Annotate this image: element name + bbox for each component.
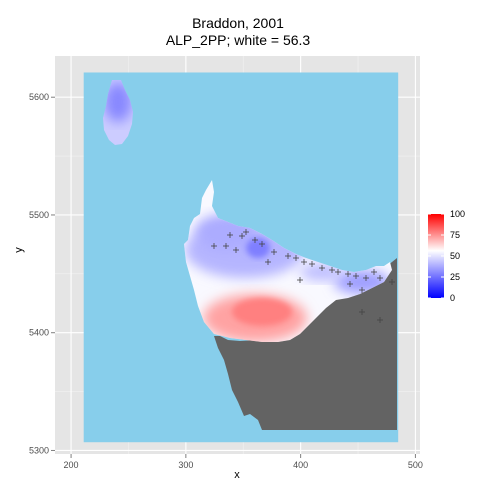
y-tick-label: 5600 xyxy=(29,92,49,102)
map-layer xyxy=(83,72,399,443)
legend-tick-label: 50 xyxy=(450,251,460,261)
polling-marker xyxy=(233,247,239,253)
chart-title: Braddon, 2001 xyxy=(192,15,284,31)
x-tick-label: 500 xyxy=(408,460,423,470)
coast-blue-mid xyxy=(300,263,344,281)
polling-marker xyxy=(223,243,229,249)
polling-marker xyxy=(363,275,369,281)
legend-tick-label: 75 xyxy=(450,230,460,240)
legend: 100 75 50 25 0 xyxy=(428,209,465,303)
x-tick-label: 400 xyxy=(293,460,308,470)
polling-marker xyxy=(371,269,377,275)
land-area xyxy=(214,258,397,430)
y-tick-label: 5400 xyxy=(29,328,49,338)
polling-marker xyxy=(345,271,351,277)
coast-blue-spot xyxy=(246,238,270,258)
x-tick-label: 300 xyxy=(178,460,193,470)
polling-marker xyxy=(347,281,353,287)
y-axis-ticks: 5300 5400 5500 5600 xyxy=(29,92,55,455)
polling-marker xyxy=(252,237,258,243)
legend-colorbar xyxy=(428,214,444,298)
y-axis-label: y xyxy=(13,247,25,253)
polling-marker xyxy=(353,273,359,279)
polling-marker xyxy=(359,309,365,315)
polling-marker xyxy=(285,253,291,259)
legend-tick-label: 0 xyxy=(450,293,455,303)
x-tick-label: 200 xyxy=(64,460,79,470)
polling-marker xyxy=(377,317,383,323)
polling-marker xyxy=(377,275,383,281)
polling-marker xyxy=(211,243,217,249)
polling-marker xyxy=(271,249,277,255)
polling-marker xyxy=(359,287,365,293)
polling-marker xyxy=(259,241,265,247)
polling-marker xyxy=(319,265,325,271)
x-axis-ticks: 200 300 400 500 xyxy=(64,454,423,470)
polling-marker xyxy=(389,279,395,285)
coast-red-core xyxy=(232,298,292,326)
polling-marker xyxy=(243,229,249,235)
legend-ticks: 100 75 50 25 0 xyxy=(428,209,465,303)
polling-marker xyxy=(309,261,315,267)
polling-marker xyxy=(297,277,303,283)
polling-marker xyxy=(329,267,335,273)
polling-markers xyxy=(211,229,395,323)
x-axis-label: x xyxy=(234,469,240,481)
polling-marker xyxy=(335,269,341,275)
polling-marker xyxy=(239,233,245,239)
polling-marker xyxy=(227,232,233,238)
legend-tick-label: 25 xyxy=(450,272,460,282)
polling-marker xyxy=(301,259,307,265)
y-tick-label: 5300 xyxy=(29,445,49,455)
north-island-core xyxy=(104,82,132,122)
legend-tick-label: 100 xyxy=(450,209,465,219)
chart-subtitle: ALP_2PP; white = 56.3 xyxy=(166,32,311,48)
polling-marker xyxy=(265,259,271,265)
y-tick-label: 5500 xyxy=(29,210,49,220)
polling-marker xyxy=(293,255,299,261)
